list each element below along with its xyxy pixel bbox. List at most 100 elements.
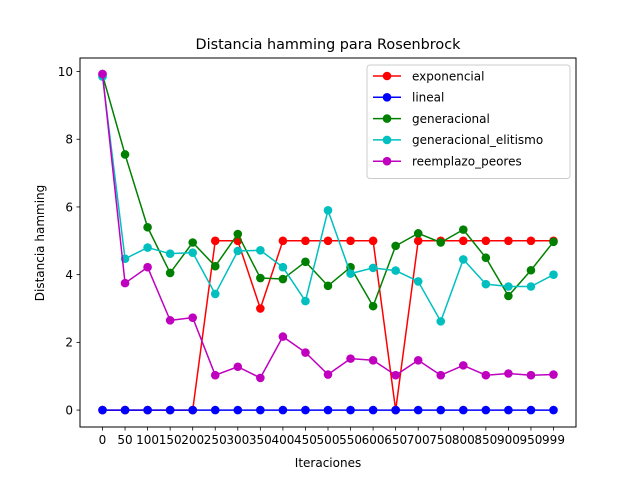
legend: exponencial lineal generacional generaciona…: [366, 64, 571, 179]
data-point: [165, 316, 175, 325]
x-tick-label: 250: [204, 433, 227, 447]
chart-title: Distancia hamming para Rosenbrock: [196, 37, 462, 53]
data-point: [368, 356, 378, 365]
data-point: [143, 405, 152, 415]
data-point: [436, 238, 446, 247]
legend-marker: [382, 156, 392, 166]
data-point: [278, 274, 288, 284]
data-point: [143, 222, 152, 232]
y-tick-label: 8: [65, 133, 73, 147]
data-point: [256, 304, 265, 313]
data-point: [346, 236, 355, 246]
data-point: [210, 370, 220, 380]
data-point: [120, 405, 130, 415]
data-point: [526, 405, 536, 415]
data-point: [346, 269, 355, 278]
x-tick-label: 150: [159, 433, 182, 447]
data-point: [233, 246, 243, 256]
legend-box: [366, 64, 571, 179]
data-point: [256, 245, 265, 255]
y-axis-label: Distancia hamming: [33, 185, 47, 301]
data-point: [459, 236, 468, 246]
data-point: [504, 369, 513, 378]
legend-marker: [382, 114, 392, 123]
data-point: [233, 362, 243, 372]
data-point: [368, 263, 378, 273]
data-point: [481, 253, 491, 263]
y-tick-label: 2: [65, 336, 73, 350]
x-tick-label: 100: [136, 433, 159, 447]
data-point: [210, 405, 220, 415]
data-point: [504, 291, 513, 301]
data-point: [504, 282, 513, 291]
x-tick-label: 300: [226, 433, 249, 447]
x-tick-label: 999: [542, 433, 565, 447]
data-point: [188, 405, 197, 415]
legend-label: exponencial: [412, 69, 484, 83]
data-point: [323, 236, 333, 246]
data-point: [459, 361, 468, 370]
x-tick-label: 750: [429, 433, 452, 447]
data-point: [323, 370, 333, 379]
data-point: [98, 69, 107, 79]
x-tick-label: 500: [317, 433, 340, 447]
series-layer: [98, 69, 558, 415]
legend-label: reemplazo_peores: [412, 155, 522, 169]
data-point: [459, 255, 468, 264]
data-point: [481, 236, 491, 246]
data-point: [459, 225, 468, 234]
data-point: [368, 236, 378, 246]
data-point: [210, 236, 220, 246]
data-point: [368, 405, 378, 415]
data-point: [143, 243, 152, 252]
data-point: [278, 236, 288, 246]
data-point: [278, 405, 288, 415]
legend-label: generacional: [412, 112, 490, 126]
data-point: [526, 370, 536, 380]
data-point: [391, 241, 400, 251]
data-point: [346, 354, 355, 363]
data-point: [436, 317, 446, 326]
y-tick-label: 4: [65, 268, 73, 282]
data-point: [481, 405, 491, 415]
data-point: [210, 289, 220, 299]
x-tick-label: 650: [384, 433, 407, 447]
y-tick-label: 6: [65, 200, 73, 214]
data-point: [301, 405, 310, 415]
data-point: [120, 278, 130, 288]
data-point: [391, 405, 400, 415]
legend-label: lineal: [412, 91, 444, 105]
data-point: [256, 273, 265, 283]
series-lineal: [98, 405, 558, 415]
data-point: [233, 405, 243, 415]
x-tick-label: 200: [181, 433, 204, 447]
y-tick-label: 0: [65, 403, 73, 417]
x-tick-label: 350: [249, 433, 272, 447]
axis-ticks: 0 50 100 150 200 250 300 350 400 450 500 550 600 650 7…: [58, 65, 565, 447]
data-point: [256, 405, 265, 415]
data-point: [459, 405, 468, 415]
data-point: [188, 238, 197, 247]
data-point: [301, 236, 310, 246]
data-point: [301, 296, 310, 306]
data-point: [526, 265, 536, 275]
y-tick-label: 10: [58, 65, 73, 79]
data-point: [278, 262, 288, 272]
data-point: [278, 332, 288, 341]
data-point: [346, 405, 355, 415]
plot-frame: [79, 57, 577, 428]
legend-marker: [382, 135, 392, 145]
data-point: [301, 257, 310, 267]
data-point: [98, 405, 107, 415]
data-point: [323, 206, 333, 215]
x-tick-label: 800: [452, 433, 475, 447]
x-tick-label: 450: [294, 433, 317, 447]
data-point: [413, 277, 423, 286]
data-point: [143, 262, 152, 272]
data-point: [436, 370, 446, 380]
x-tick-label: 700: [407, 433, 430, 447]
legend-marker: [382, 71, 392, 81]
data-point: [391, 266, 400, 275]
